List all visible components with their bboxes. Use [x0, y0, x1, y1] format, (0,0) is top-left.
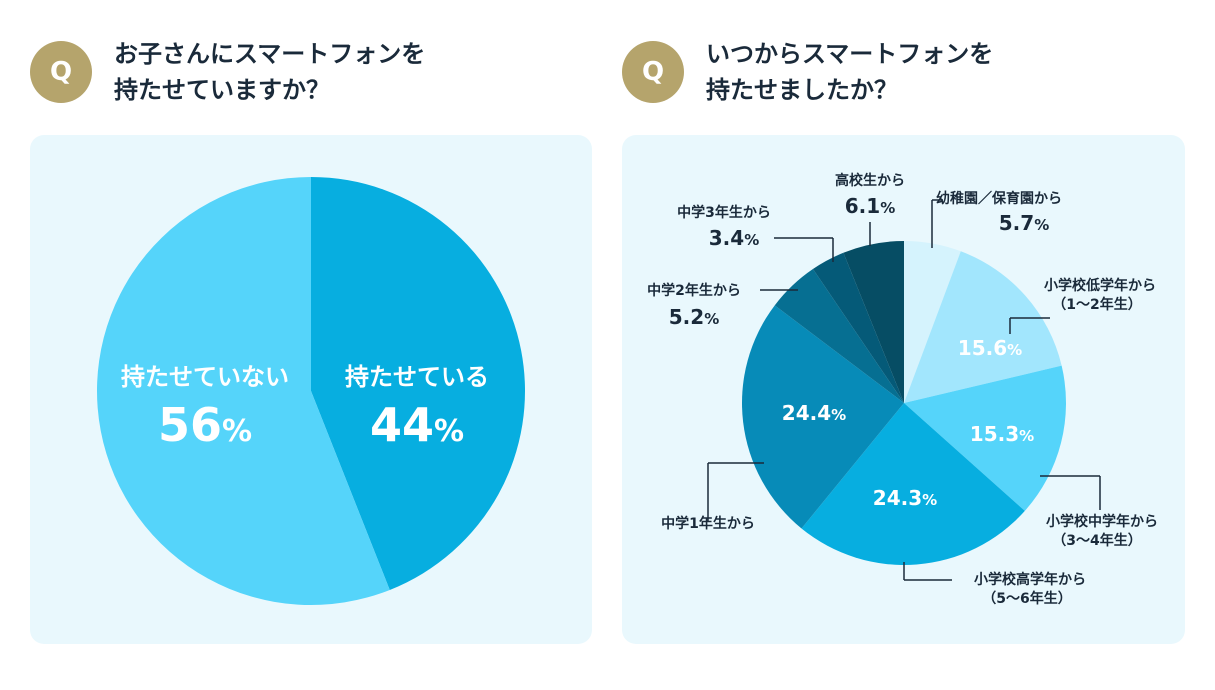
right-value-1-number: 15.6: [958, 336, 1007, 360]
right-label-5: 中学2年生から: [647, 282, 741, 299]
right-value-4: 24.4%: [782, 401, 846, 425]
right-value-6-unit: %: [744, 231, 759, 249]
left-value-has-unit: %: [434, 414, 464, 449]
left-label-has: 持たせている: [345, 363, 489, 391]
right-question-line1: いつからスマートフォンを: [706, 40, 994, 68]
right-value-7: 6.1%: [845, 194, 895, 218]
right-label-6: 中学3年生から: [677, 204, 771, 221]
left-question-line2: 持たせていますか？: [114, 76, 330, 104]
left-value-not-unit: %: [222, 414, 252, 449]
right-value-6: 3.4%: [709, 226, 759, 250]
right-label-2b: （3〜4年生）: [1052, 532, 1141, 549]
right-value-0-unit: %: [1034, 216, 1049, 234]
right-value-6-number: 3.4: [709, 226, 744, 250]
left-pie-slice-1: [96, 177, 390, 606]
right-value-2-number: 15.3: [970, 422, 1019, 446]
left-value-has: 44%: [370, 398, 464, 452]
right-value-7-unit: %: [880, 199, 895, 217]
right-label-0: 幼稚園／保育園から: [936, 190, 1062, 207]
right-value-2-unit: %: [1019, 427, 1034, 445]
right-pie-slice-4: [742, 305, 904, 529]
right-value-4-unit: %: [831, 406, 846, 424]
right-question-header: Q いつからスマートフォンを 持たせましたか？: [622, 36, 993, 108]
right-value-0: 5.7%: [999, 211, 1049, 235]
right-value-0-number: 5.7: [999, 211, 1034, 235]
right-label-1a: 小学校低学年から: [1044, 277, 1156, 294]
right-label-1b: （1〜2年生）: [1052, 296, 1141, 313]
right-pie-slice-7: [843, 241, 904, 403]
right-label-3b: （5〜6年生）: [982, 590, 1071, 607]
right-value-5-unit: %: [704, 310, 719, 328]
right-value-3: 24.3%: [873, 486, 937, 510]
right-value-1-unit: %: [1007, 341, 1022, 359]
q-badge-left: Q: [30, 41, 92, 103]
left-value-not-number: 56: [158, 398, 222, 452]
right-value-3-number: 24.3: [873, 486, 922, 510]
left-pie-slice-0: [311, 177, 525, 590]
right-label-3a: 小学校高学年から: [974, 571, 1086, 588]
right-label-4: 中学1年生から: [661, 515, 755, 532]
right-question-line2: 持たせましたか？: [706, 76, 898, 104]
right-value-7-number: 6.1: [845, 194, 880, 218]
right-pie-slice-6: [812, 252, 904, 403]
right-question-text: いつからスマートフォンを 持たせましたか？: [706, 36, 993, 108]
right-pie-slice-0: [904, 241, 961, 403]
left-label-not: 持たせていない: [121, 363, 289, 391]
right-value-3-unit: %: [922, 491, 937, 509]
left-question-text: お子さんにスマートフォンを 持たせていますか？: [114, 36, 425, 108]
right-pie-slice-1: [904, 251, 1062, 403]
right-pie-slice-3: [801, 403, 1025, 565]
right-value-5-number: 5.2: [669, 305, 704, 329]
right-pie-slice-5: [774, 269, 904, 403]
right-value-5: 5.2%: [669, 305, 719, 329]
q-badge-right: Q: [622, 41, 684, 103]
right-pie-slice-2: [904, 365, 1066, 511]
right-label-2a: 小学校中学年から: [1046, 513, 1158, 530]
right-value-1: 15.6%: [958, 336, 1022, 360]
left-value-has-number: 44: [370, 398, 434, 452]
left-question-line1: お子さんにスマートフォンを: [114, 40, 426, 68]
left-value-not: 56%: [158, 398, 252, 452]
left-question-header: Q お子さんにスマートフォンを 持たせていますか？: [30, 36, 425, 108]
right-label-7: 高校生から: [835, 172, 905, 189]
right-value-2: 15.3%: [970, 422, 1034, 446]
right-value-4-number: 24.4: [782, 401, 831, 425]
